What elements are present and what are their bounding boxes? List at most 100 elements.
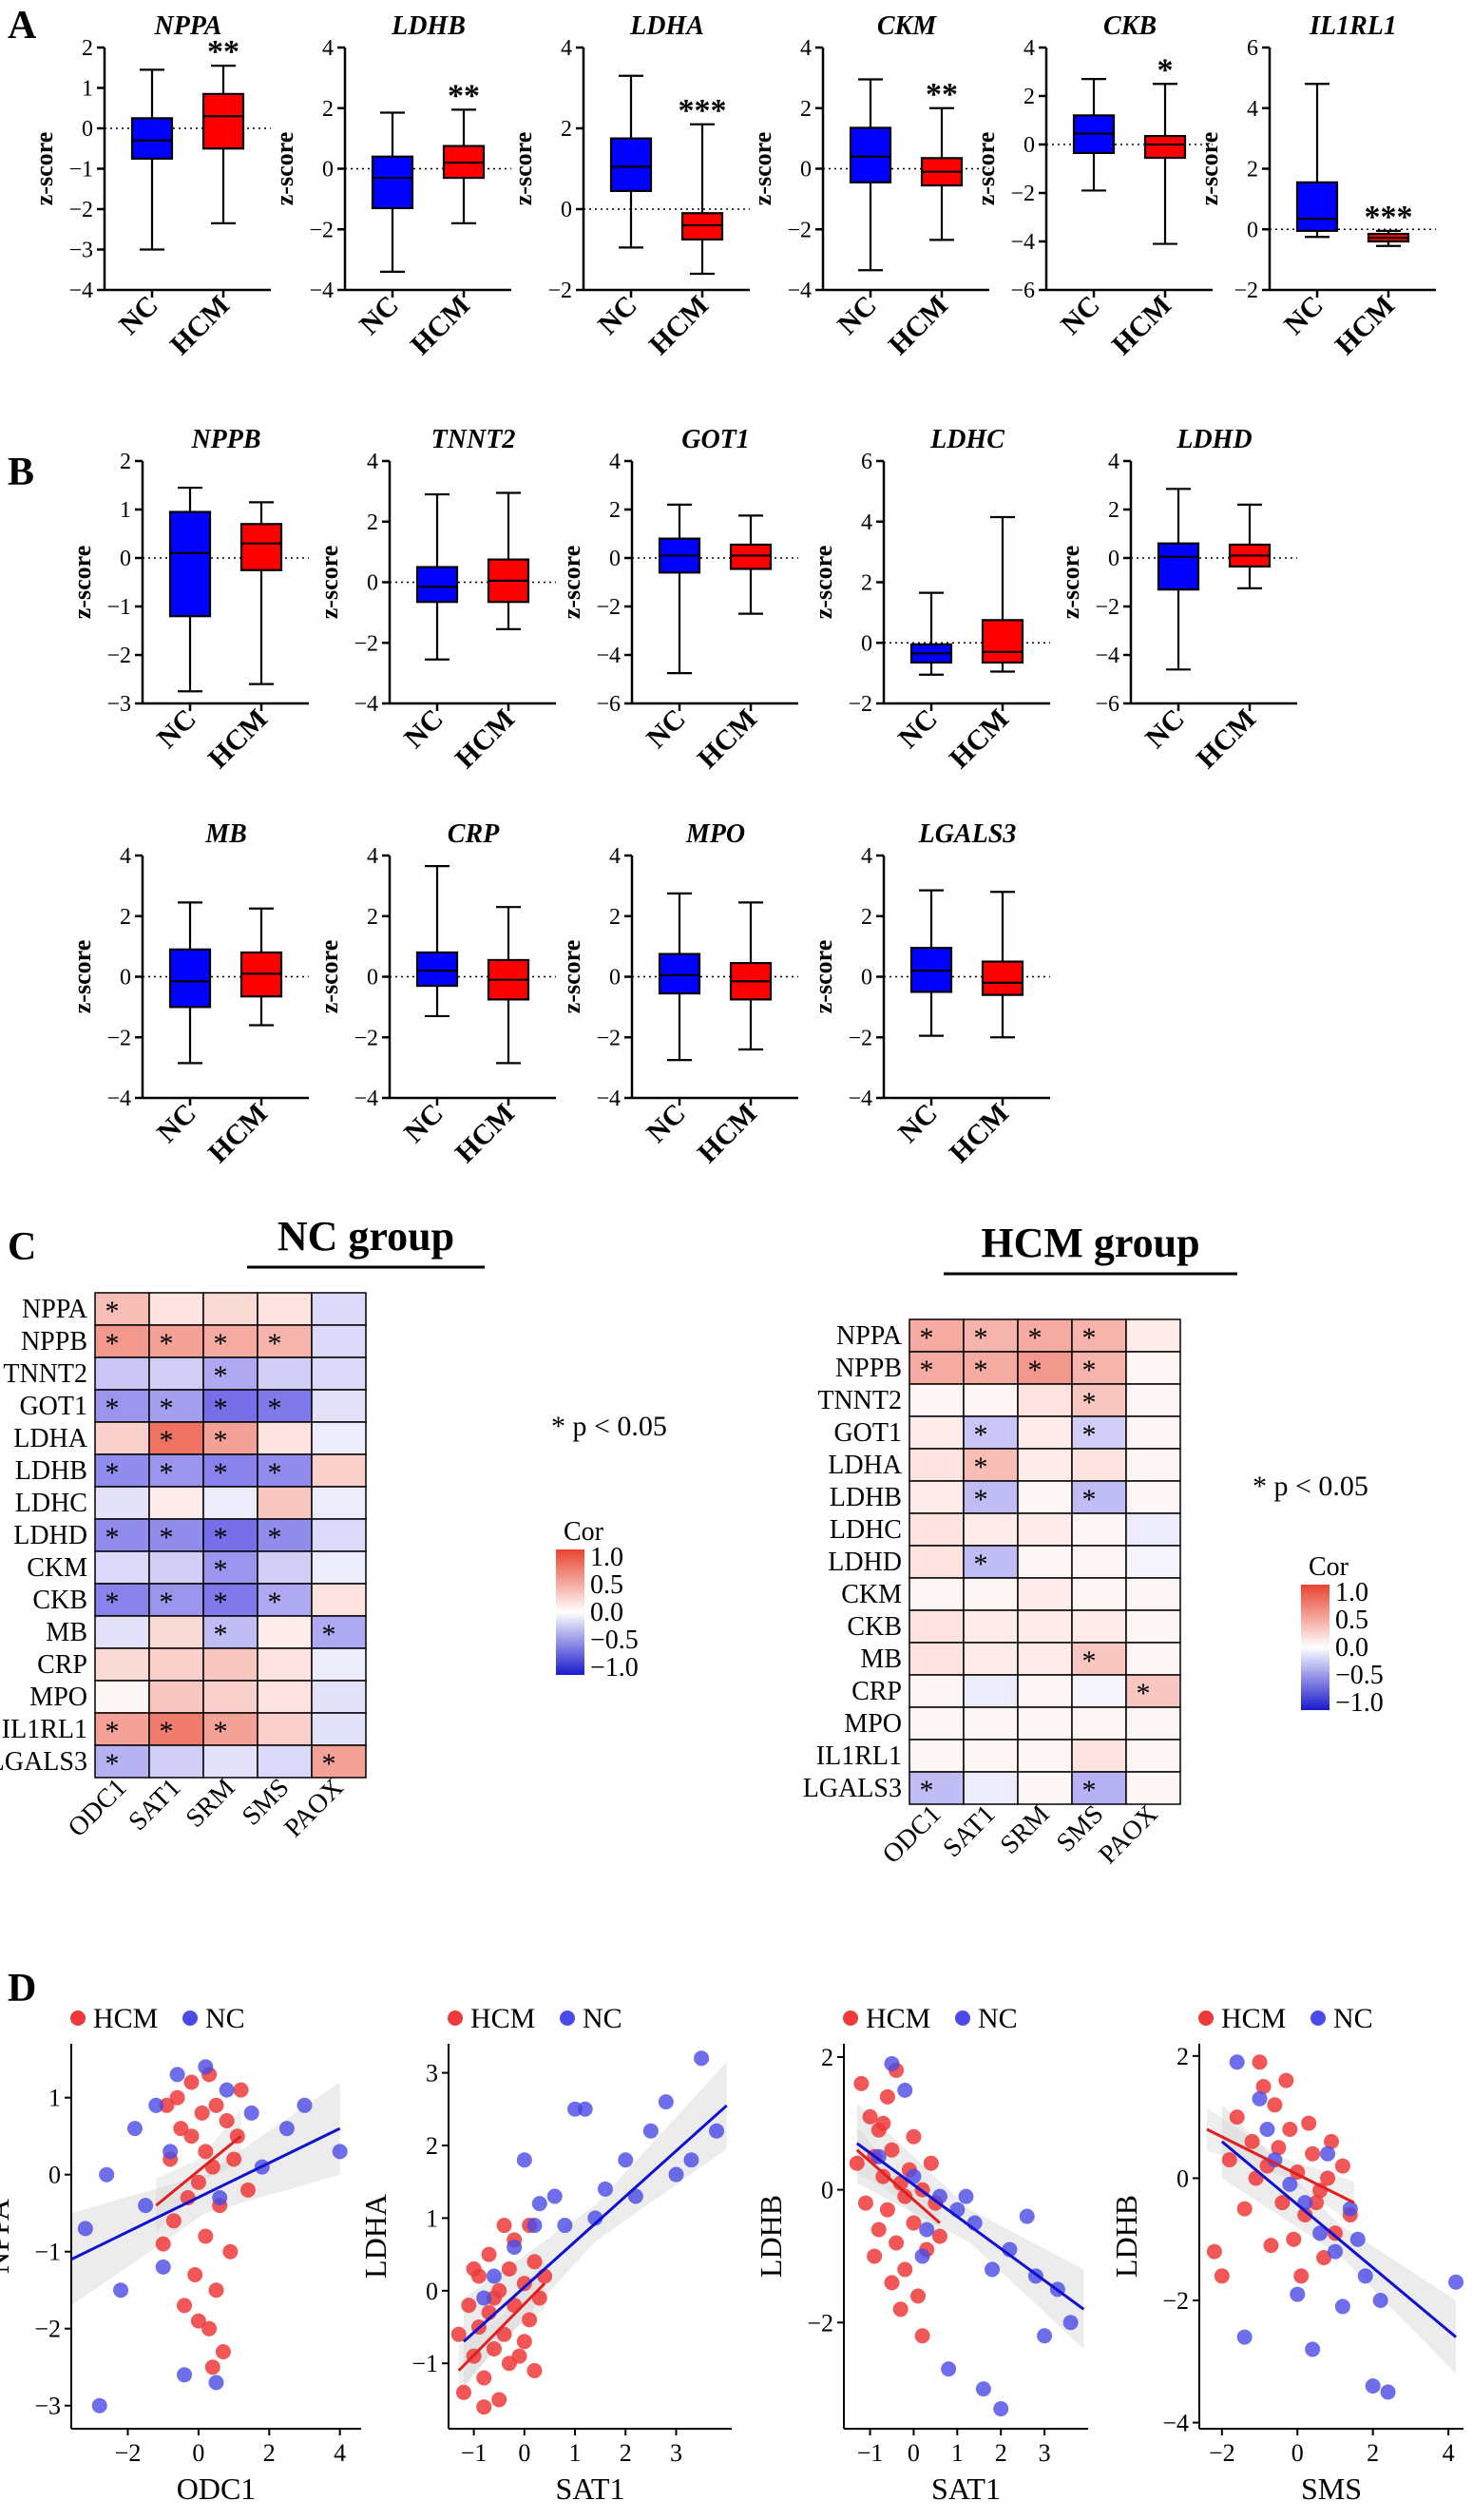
sig-marker: *	[160, 1522, 174, 1553]
legend-tick-label: 0.0	[590, 1598, 623, 1627]
heat-cell	[909, 1351, 965, 1385]
point-nc	[1062, 2315, 1079, 2331]
point-hcm	[1327, 2225, 1343, 2241]
row-label: NPPB	[835, 1354, 902, 1383]
point-nc	[243, 2105, 259, 2121]
legend-tick-label: −0.5	[1335, 1661, 1384, 1690]
gene-title: CKM	[877, 11, 937, 41]
y-axis-label: z-score	[509, 132, 537, 205]
fit-line-hcm	[855, 2148, 941, 2224]
significance-stars: **	[926, 77, 958, 112]
legend-marker-nc	[1310, 2010, 1326, 2026]
y-tick-label: 2	[1176, 2043, 1189, 2070]
heat-cell	[311, 1712, 367, 1746]
point-nc	[169, 2067, 185, 2083]
point-hcm	[867, 2248, 883, 2264]
heat-cell	[1071, 1415, 1127, 1450]
row-label: GOT1	[833, 1418, 902, 1448]
point-nc	[113, 2282, 129, 2299]
point-nc	[658, 2094, 674, 2110]
y-axis-label: z-score	[810, 546, 837, 619]
sig-marker: *	[105, 1748, 120, 1779]
heat-cell	[257, 1550, 313, 1585]
legend-label-hcm: HCM	[470, 2003, 535, 2034]
point-nc	[138, 2198, 154, 2214]
point-nc	[1312, 2225, 1329, 2241]
y-axis-label: z-score	[68, 940, 96, 1013]
row-label: LGALS3	[0, 1747, 87, 1777]
sig-marker: *	[268, 1328, 282, 1359]
gene-title: CKB	[1103, 11, 1157, 41]
heat-cell	[94, 1744, 150, 1779]
point-hcm	[923, 2155, 939, 2171]
point-hcm	[233, 2082, 249, 2098]
heat-cell	[1071, 1739, 1127, 1773]
y-tick-label: −3	[68, 239, 93, 263]
heat-cell	[257, 1583, 313, 1617]
y-tick-label: 4	[609, 450, 621, 474]
y-tick-label: 1	[120, 498, 131, 523]
row-label: LDHB	[830, 1483, 902, 1512]
legend-colorbar	[556, 1549, 584, 1675]
sig-marker: *	[268, 1457, 282, 1489]
row-label: NPPA	[22, 1295, 88, 1324]
y-tick-label: −3	[106, 692, 131, 717]
sig-marker: *	[105, 1393, 120, 1424]
row-label: IL1RL1	[2, 1715, 87, 1744]
point-hcm	[190, 2174, 206, 2190]
y-tick-label: −2	[34, 2316, 61, 2343]
legend-tick-label: −1.0	[1335, 1688, 1384, 1718]
y-tick-label: −4	[596, 644, 621, 668]
point-nc	[1259, 2122, 1275, 2137]
point-hcm	[857, 2195, 873, 2211]
y-tick-label: 0	[120, 547, 131, 571]
y-axis-label: z-score	[558, 546, 585, 619]
heat-cell	[1125, 1318, 1181, 1353]
point-hcm	[165, 2213, 182, 2229]
point-hcm	[486, 2340, 502, 2356]
heat-cell	[1071, 1512, 1127, 1547]
heat-cell	[909, 1642, 965, 1676]
point-nc	[1236, 2329, 1253, 2345]
y-tick-label: −2	[547, 279, 572, 303]
heat-cell	[94, 1453, 150, 1488]
point-nc	[914, 2248, 930, 2264]
heat-cell	[257, 1292, 313, 1326]
heat-cell	[1071, 1480, 1127, 1514]
heat-cell	[909, 1512, 965, 1547]
point-nc	[177, 2367, 193, 2383]
point-nc	[1372, 2293, 1388, 2308]
row-label: GOT1	[19, 1392, 87, 1421]
gene-title: CRP	[448, 819, 500, 849]
sig-marker: *	[160, 1716, 174, 1747]
sig-marker: *	[974, 1549, 988, 1580]
legend-label-hcm: HCM	[1221, 2003, 1286, 2034]
y-tick-label: 0	[800, 158, 812, 183]
box-nc	[130, 117, 174, 160]
point-nc	[278, 2121, 295, 2137]
y-tick-label: −2	[354, 1026, 378, 1050]
heat-cell	[94, 1680, 150, 1714]
heat-cell	[1125, 1545, 1181, 1579]
row-label: MPO	[844, 1709, 902, 1739]
y-axis-label: z-score	[68, 546, 96, 619]
heat-cell	[1071, 1545, 1127, 1579]
y-axis-label: z-score	[749, 132, 776, 205]
y-axis-label: z-score	[316, 940, 343, 1013]
point-hcm	[183, 2128, 200, 2145]
point-hcm	[1297, 2207, 1313, 2222]
y-tick-label: −4	[354, 692, 378, 717]
legend-tick-label: 1.0	[1335, 1578, 1368, 1607]
point-nc	[126, 2121, 143, 2137]
heat-cell	[963, 1609, 1019, 1644]
y-axis-label: z-score	[1057, 546, 1084, 619]
point-hcm	[1271, 2140, 1287, 2156]
y-tick-label: −2	[1234, 279, 1258, 303]
y-tick-label: −4	[596, 1087, 621, 1111]
sig-marker: *	[268, 1522, 282, 1553]
point-nc	[993, 2401, 1009, 2417]
legend-tick-label: 0.0	[1335, 1633, 1368, 1663]
row-label: CKB	[847, 1612, 902, 1642]
legend-label-hcm: HCM	[866, 2003, 930, 2034]
sig-marker: *	[160, 1587, 174, 1618]
